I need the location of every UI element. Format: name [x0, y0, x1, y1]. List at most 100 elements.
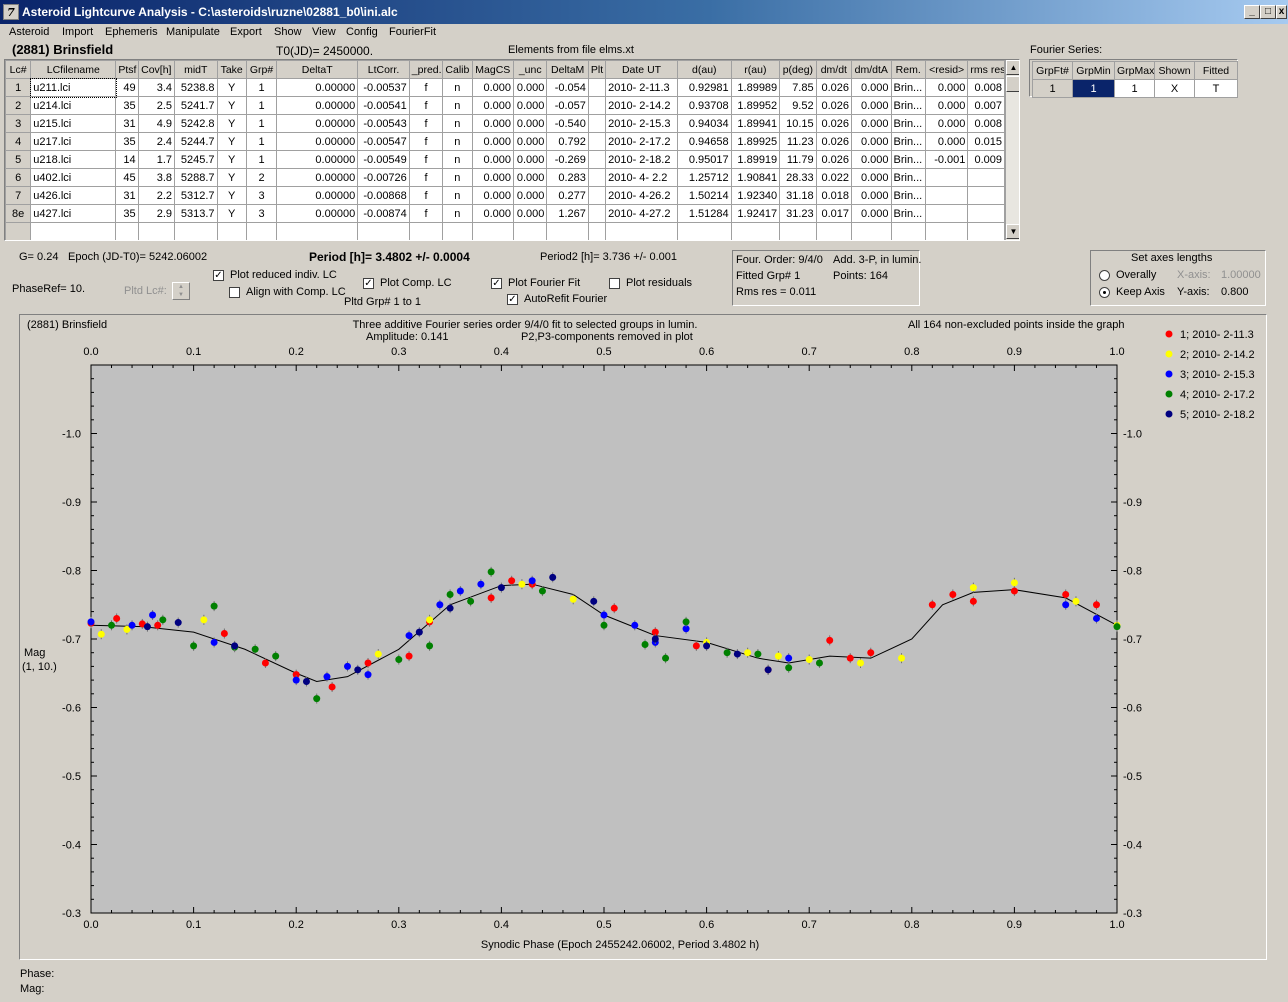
fourier-series-table[interactable]: GrpFt# GrpMin GrpMax Shown Fitted 1 1 1 … — [1029, 59, 1238, 98]
table-cell[interactable]: 0.000 — [851, 114, 892, 133]
table-cell[interactable]: 0.000 — [513, 150, 548, 169]
pltd-lc-spinner[interactable]: ▲ ▼ — [172, 282, 190, 300]
table-cell[interactable]: 2010- 2-17.2 — [605, 132, 678, 151]
menu-ephemeris[interactable]: Ephemeris — [105, 26, 158, 38]
lc-col-header[interactable]: dm/dtA — [851, 60, 892, 79]
menu-manipulate[interactable]: Manipulate — [166, 26, 220, 38]
table-cell[interactable]: 3.8 — [137, 168, 176, 187]
table-cell[interactable]: -0.00537 — [357, 78, 410, 97]
table-cell[interactable]: 1.51284 — [676, 204, 732, 223]
row-header[interactable]: 8e — [5, 204, 32, 223]
table-cell[interactable] — [924, 186, 969, 205]
table-cell[interactable]: 0.026 — [815, 78, 853, 97]
xaxis-value[interactable]: 1.00000 — [1221, 269, 1261, 281]
table-cell[interactable]: 0.00000 — [276, 132, 359, 151]
empty-cell[interactable] — [890, 222, 926, 240]
table-cell[interactable]: u214.lci — [30, 96, 117, 115]
table-cell[interactable]: u427.lci — [30, 204, 117, 223]
table-cell[interactable]: 2010- 2-18.2 — [605, 150, 678, 169]
lc-col-header[interactable]: MagCS — [471, 60, 515, 79]
table-cell[interactable]: 5313.7 — [174, 204, 218, 223]
empty-cell[interactable] — [471, 222, 515, 240]
table-cell[interactable]: 11.79 — [779, 150, 817, 169]
table-cell[interactable]: -0.00874 — [357, 204, 410, 223]
table-row[interactable]: 2 u214.lci 35 2.5 5241.7 Y 1 0.00000 -0.00541 f n 0… — [5, 96, 1005, 115]
table-cell[interactable]: Brin... — [890, 114, 926, 133]
table-cell[interactable]: 0.93708 — [676, 96, 732, 115]
lc-col-header[interactable]: midT — [174, 60, 218, 79]
table-cell[interactable]: 1 — [245, 78, 278, 97]
table-cell[interactable]: 2.4 — [137, 132, 176, 151]
table-cell[interactable]: 0.95017 — [676, 150, 732, 169]
table-cell[interactable]: 0.007 — [967, 96, 1005, 115]
table-cell[interactable]: 1.89952 — [730, 96, 781, 115]
table-cell[interactable]: 0.026 — [815, 132, 853, 151]
table-cell[interactable]: 2.9 — [137, 204, 176, 223]
table-cell[interactable]: 0.000 — [513, 186, 548, 205]
plot-comp-checkbox[interactable]: ✓ — [363, 278, 374, 289]
table-cell[interactable]: 0.000 — [851, 96, 892, 115]
table-cell[interactable] — [924, 204, 969, 223]
empty-cell[interactable] — [546, 222, 589, 240]
menu-asteroid[interactable]: Asteroid — [9, 26, 50, 38]
table-cell[interactable]: 1.89989 — [730, 78, 781, 97]
empty-cell[interactable] — [442, 222, 473, 240]
table-cell[interactable]: f — [408, 132, 444, 151]
empty-cell[interactable] — [676, 222, 732, 240]
table-cell[interactable] — [587, 168, 607, 187]
table-cell[interactable]: 0.000 — [471, 78, 515, 97]
table-cell[interactable]: 2.2 — [137, 186, 176, 205]
table-cell[interactable]: u215.lci — [30, 114, 117, 133]
lc-col-header[interactable]: Plt — [587, 60, 607, 79]
table-cell[interactable]: Y — [216, 114, 247, 133]
table-cell[interactable]: 31 — [115, 114, 139, 133]
table-cell[interactable]: Brin... — [890, 204, 926, 223]
table-cell[interactable]: u426.lci — [30, 186, 117, 205]
menu-import[interactable]: Import — [62, 26, 94, 38]
empty-cell[interactable] — [967, 222, 1005, 240]
table-cell[interactable] — [587, 132, 607, 151]
table-cell[interactable]: 7.85 — [779, 78, 817, 97]
table-cell[interactable]: 0.000 — [513, 168, 548, 187]
table-cell[interactable]: 0.000 — [924, 132, 969, 151]
table-cell[interactable] — [587, 186, 607, 205]
table-cell[interactable]: Y — [216, 186, 247, 205]
table-cell[interactable]: 9.52 — [779, 96, 817, 115]
menu-export[interactable]: Export — [230, 26, 262, 38]
lc-col-header[interactable]: Cov[h] — [137, 60, 176, 79]
empty-cell[interactable] — [730, 222, 781, 240]
table-row[interactable]: 6 u402.lci 45 3.8 5288.7 Y 2 0.00000 -0.00726 f n 0… — [5, 168, 1005, 187]
empty-cell[interactable] — [587, 222, 607, 240]
plot-residuals-checkbox[interactable] — [609, 278, 620, 289]
table-cell[interactable]: n — [442, 132, 473, 151]
empty-cell[interactable] — [924, 222, 969, 240]
table-cell[interactable]: 1.7 — [137, 150, 176, 169]
table-cell[interactable]: 0.000 — [924, 114, 969, 133]
table-cell[interactable]: 0.00000 — [276, 168, 359, 187]
table-cell[interactable]: f — [408, 168, 444, 187]
table-row[interactable]: 4 u217.lci 35 2.4 5244.7 Y 1 0.00000 -0.00547 f n 0… — [5, 132, 1005, 151]
table-cell[interactable]: 1.89925 — [730, 132, 781, 151]
lc-col-header[interactable]: Grp# — [245, 60, 278, 79]
table-cell[interactable]: 35 — [115, 96, 139, 115]
table-cell[interactable]: n — [442, 114, 473, 133]
table-cell[interactable]: 0.000 — [851, 168, 892, 187]
maximize-button[interactable]: □ — [1260, 5, 1276, 19]
scroll-down-icon[interactable]: ▼ — [1006, 224, 1019, 239]
table-cell[interactable]: 5288.7 — [174, 168, 218, 187]
lc-col-header[interactable]: DeltaT — [276, 60, 359, 79]
table-row[interactable]: 7 u426.lci 31 2.2 5312.7 Y 3 0.00000 -0.00868 f n 0… — [5, 186, 1005, 205]
table-cell[interactable]: 0.000 — [851, 204, 892, 223]
table-cell[interactable]: 10.15 — [779, 114, 817, 133]
table-cell[interactable]: 5244.7 — [174, 132, 218, 151]
table-cell[interactable]: 3 — [245, 204, 278, 223]
table-cell[interactable]: -0.00726 — [357, 168, 410, 187]
table-cell[interactable]: -0.00543 — [357, 114, 410, 133]
spin-up-icon[interactable]: ▲ — [178, 284, 184, 290]
table-cell[interactable]: -0.00868 — [357, 186, 410, 205]
lc-col-header[interactable]: p(deg) — [779, 60, 817, 79]
table-cell[interactable] — [967, 168, 1005, 187]
menu-view[interactable]: View — [312, 26, 336, 38]
table-cell[interactable] — [587, 150, 607, 169]
lc-col-header[interactable]: DeltaM — [546, 60, 589, 79]
